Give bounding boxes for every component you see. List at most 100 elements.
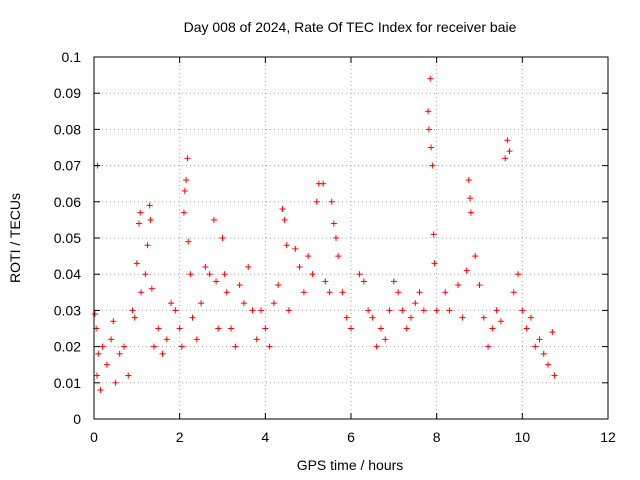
data-point	[133, 260, 140, 267]
x-tick-label: 12	[600, 429, 616, 445]
data-point	[142, 271, 149, 278]
data-point	[433, 307, 440, 314]
data-point	[416, 289, 423, 296]
data-point	[463, 267, 470, 274]
data-point	[430, 231, 437, 238]
data-point	[489, 325, 496, 332]
data-point	[339, 289, 346, 296]
data-point	[497, 318, 504, 325]
data-point	[210, 216, 217, 223]
y-tick-label: 0.04	[54, 266, 81, 282]
data-point	[285, 307, 292, 314]
data-point	[103, 361, 110, 368]
data-point	[93, 372, 100, 379]
data-point	[108, 336, 115, 343]
data-point	[292, 245, 299, 252]
x-tick-label: 0	[90, 429, 98, 445]
data-point	[236, 282, 243, 289]
data-point	[551, 372, 558, 379]
data-point	[335, 253, 342, 260]
data-point	[185, 238, 192, 245]
y-axis-label: ROTI / TECUs	[7, 193, 23, 283]
data-point	[313, 198, 320, 205]
data-point	[407, 314, 414, 321]
data-point	[527, 314, 534, 321]
data-point	[168, 300, 175, 307]
data-point	[472, 253, 479, 260]
data-point	[110, 318, 117, 325]
x-tick-label: 2	[176, 429, 184, 445]
data-point	[465, 177, 472, 184]
data-point	[467, 195, 474, 202]
data-point	[309, 271, 316, 278]
data-point	[125, 372, 132, 379]
data-point	[206, 271, 213, 278]
data-point	[476, 282, 483, 289]
data-point	[183, 177, 190, 184]
data-point	[281, 216, 288, 223]
data-point	[296, 263, 303, 270]
data-point	[412, 300, 419, 307]
data-point	[480, 314, 487, 321]
data-point	[515, 271, 522, 278]
data-point	[532, 343, 539, 350]
data-point	[253, 336, 260, 343]
data-point	[275, 282, 282, 289]
data-point	[429, 162, 436, 169]
data-point	[148, 285, 155, 292]
data-point	[176, 325, 183, 332]
data-point	[428, 144, 435, 151]
data-point	[178, 343, 185, 350]
data-point	[390, 278, 397, 285]
data-point	[181, 187, 188, 194]
data-point	[213, 278, 220, 285]
data-point	[120, 343, 127, 350]
data-point	[223, 289, 230, 296]
data-point	[330, 220, 337, 227]
data-points	[91, 75, 558, 394]
data-point	[446, 307, 453, 314]
data-point	[215, 325, 222, 332]
data-point	[510, 289, 517, 296]
data-point	[135, 220, 142, 227]
data-point	[425, 108, 432, 115]
data-point	[180, 209, 187, 216]
data-point	[137, 209, 144, 216]
data-point	[373, 343, 380, 350]
y-tick-label: 0.03	[54, 302, 81, 318]
x-tick-label: 6	[347, 429, 355, 445]
y-tick-label: 0.06	[54, 194, 81, 210]
data-point	[305, 253, 312, 260]
axis-ticks	[93, 56, 609, 420]
data-point	[399, 307, 406, 314]
data-point	[198, 300, 205, 307]
data-point	[258, 307, 265, 314]
data-point	[219, 235, 226, 241]
data-point	[300, 289, 307, 296]
x-tick-label: 4	[261, 429, 269, 445]
data-point	[427, 75, 434, 82]
data-point	[322, 278, 329, 285]
data-point	[386, 307, 393, 314]
data-point	[455, 282, 462, 289]
data-point	[485, 343, 492, 350]
data-point	[95, 350, 102, 357]
y-tick-label: 0.02	[54, 339, 81, 355]
y-tick-label: 0	[73, 411, 81, 427]
data-point	[506, 148, 513, 155]
chart-title: Day 008 of 2024, Rate Of TEC Index for r…	[184, 19, 517, 35]
data-point	[365, 307, 372, 314]
y-tick-label: 0.1	[62, 49, 82, 65]
data-point	[163, 336, 170, 343]
data-point	[249, 307, 256, 314]
data-point	[150, 343, 157, 350]
data-point	[172, 307, 179, 314]
data-point	[129, 307, 136, 314]
data-point	[333, 235, 340, 241]
x-tick-labels: 0 2 4 6 8 10 12	[90, 429, 616, 445]
data-point	[189, 314, 196, 321]
data-point	[159, 350, 166, 357]
data-point	[155, 325, 162, 332]
